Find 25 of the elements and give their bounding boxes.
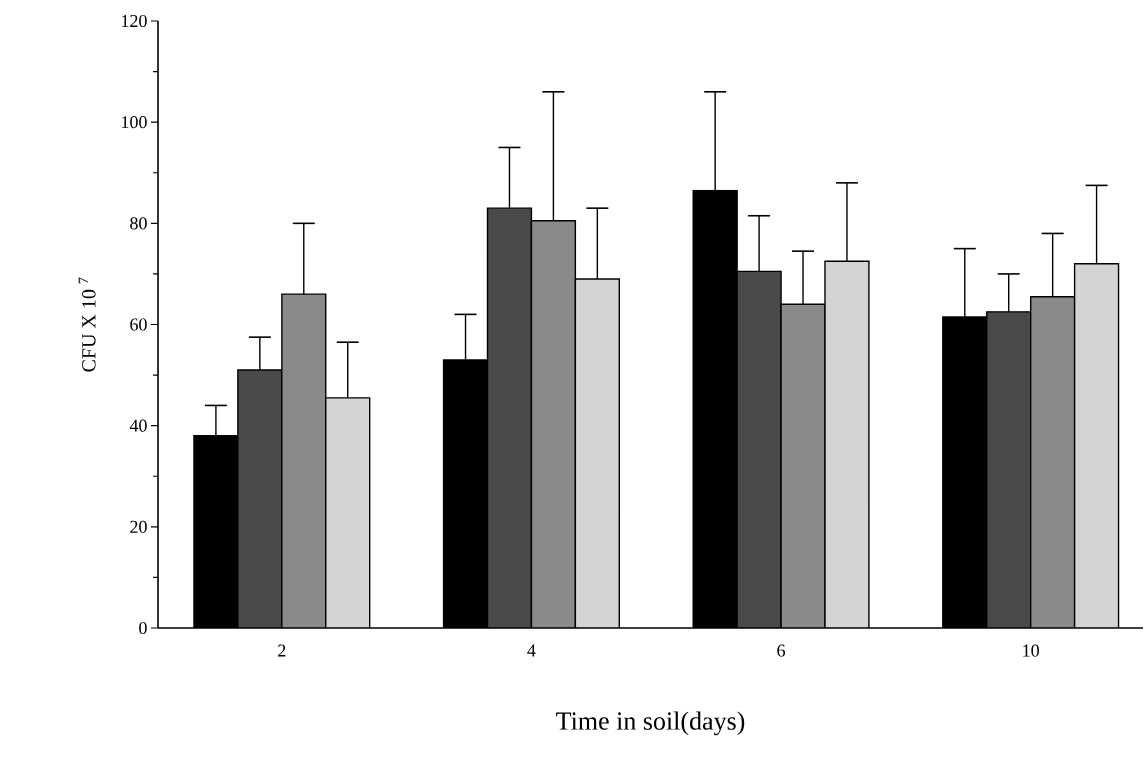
- bar: [487, 208, 532, 628]
- x-tick-label: 6: [777, 644, 786, 657]
- y-tick-label: 60: [130, 318, 147, 331]
- y-axis-title: CFU X 10 $^{7}$: [78, 277, 96, 372]
- bar: [281, 294, 326, 628]
- x-axis-title: Time in soil(days): [556, 711, 745, 736]
- bar: [1029, 295, 1076, 628]
- bar: [575, 278, 620, 628]
- y-tick-label: 120: [122, 14, 147, 28]
- y-tick-label: 100: [122, 116, 147, 129]
- x-tick-label: 4: [527, 644, 536, 657]
- bar: [531, 220, 576, 628]
- y-tick-label: 40: [129, 419, 147, 432]
- bar: [824, 261, 869, 628]
- bar: [986, 311, 1032, 628]
- y-tick-label: 20: [130, 520, 147, 533]
- bar: [325, 397, 370, 628]
- y-tick-label: 0: [139, 621, 147, 635]
- bar: [781, 304, 825, 628]
- bar: [1073, 263, 1120, 628]
- bar: [737, 271, 782, 628]
- bar: [237, 370, 282, 628]
- x-tick-label: 2: [278, 644, 286, 657]
- y-tick-label: 80: [130, 217, 147, 230]
- x-tick-label: 10: [1023, 644, 1039, 657]
